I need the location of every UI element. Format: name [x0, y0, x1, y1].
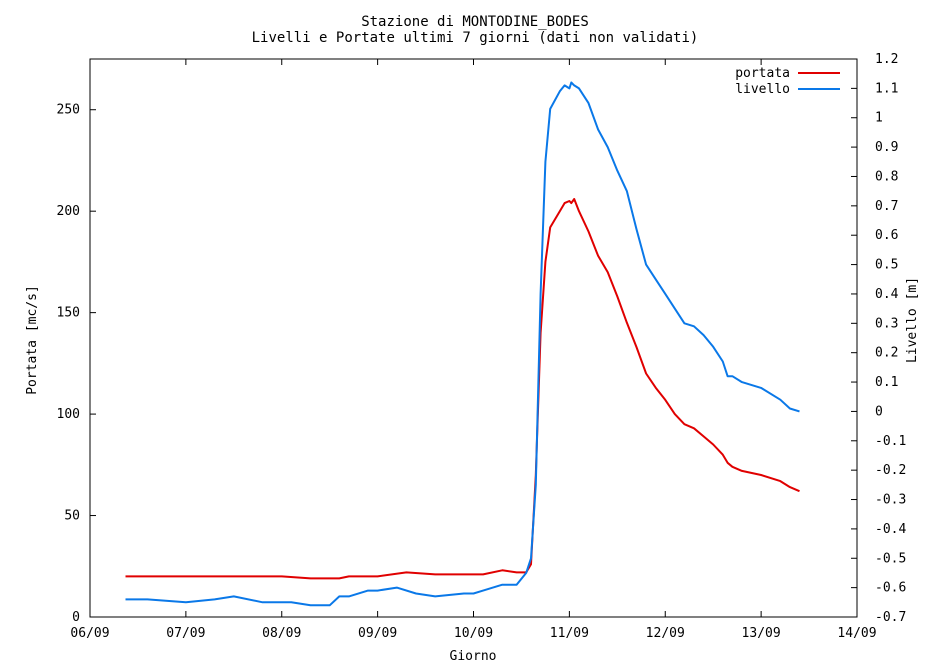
x-tick-label: 08/09: [262, 626, 301, 641]
y-right-tick-label: -0.5: [875, 551, 906, 566]
y-right-tick-label: -0.6: [875, 581, 906, 596]
y-right-tick-label: 1.1: [875, 81, 898, 96]
y-right-tick-label: 0.6: [875, 228, 898, 243]
series-line-livello: [125, 81, 800, 607]
x-axis: 06/09 07/09 08/09 09/09 10/09 11/09 12/09 13/09…: [70, 59, 877, 641]
y-right-tick-label: 0.5: [875, 258, 898, 273]
chart-subtitle: Livelli e Portate ultimi 7 giorni (dati …: [252, 30, 699, 46]
y-right-tick-label: -0.7: [875, 610, 906, 625]
x-tick-label: 09/09: [358, 626, 397, 641]
y-right-tick-label: 1: [875, 111, 883, 126]
y-right-tick-label: 1.2: [875, 52, 898, 67]
y-right-tick-label: 0.3: [875, 316, 898, 331]
y-right-tick-label: -0.2: [875, 463, 906, 478]
y-right-tick-label: 0.8: [875, 169, 898, 184]
y-right-tick-label: 0: [875, 404, 883, 419]
y-left-tick-label: 100: [57, 407, 80, 422]
legend-label-livello: livello: [735, 82, 790, 97]
y-axis-label-left: Portata [mc/s]: [25, 285, 40, 395]
y-right-tick-label: 0.7: [875, 199, 898, 214]
y-left-tick-label: 0: [72, 610, 80, 625]
y-right-tick-label: 0.1: [875, 375, 898, 390]
y-axis-label-right: Livello [m]: [905, 277, 920, 363]
chart-title: Stazione di MONTODINE_BODES: [361, 14, 589, 30]
y-axis-left: 0 50 100 150 200 250: [57, 103, 96, 625]
x-tick-label: 07/09: [166, 626, 205, 641]
y-right-tick-label: 0.9: [875, 140, 898, 155]
x-tick-label: 13/09: [742, 626, 781, 641]
legend-label-portata: portata: [735, 66, 790, 81]
x-tick-label: 11/09: [550, 626, 589, 641]
y-right-tick-label: 0.2: [875, 346, 898, 361]
y-right-tick-label: -0.4: [875, 522, 906, 537]
y-axis-right: -0.7 -0.6 -0.5 -0.4 -0.3 -0.2 -0.1 0 0.1 0.2 0.3 0.…: [851, 52, 906, 625]
y-right-tick-label: -0.3: [875, 493, 906, 508]
y-right-tick-label: -0.1: [875, 434, 906, 449]
x-tick-label: 14/09: [837, 626, 876, 641]
y-left-tick-label: 250: [57, 103, 80, 118]
x-axis-label: Giorno: [450, 649, 497, 664]
x-tick-label: 10/09: [454, 626, 493, 641]
y-left-tick-label: 200: [57, 204, 80, 219]
y-left-tick-label: 150: [57, 306, 80, 321]
y-right-tick-label: 0.4: [875, 287, 899, 302]
x-tick-label: 06/09: [70, 626, 109, 641]
series-line-portata: [125, 198, 800, 580]
series-layer: [125, 81, 800, 607]
y-left-tick-label: 50: [64, 509, 80, 524]
x-tick-label: 12/09: [646, 626, 685, 641]
